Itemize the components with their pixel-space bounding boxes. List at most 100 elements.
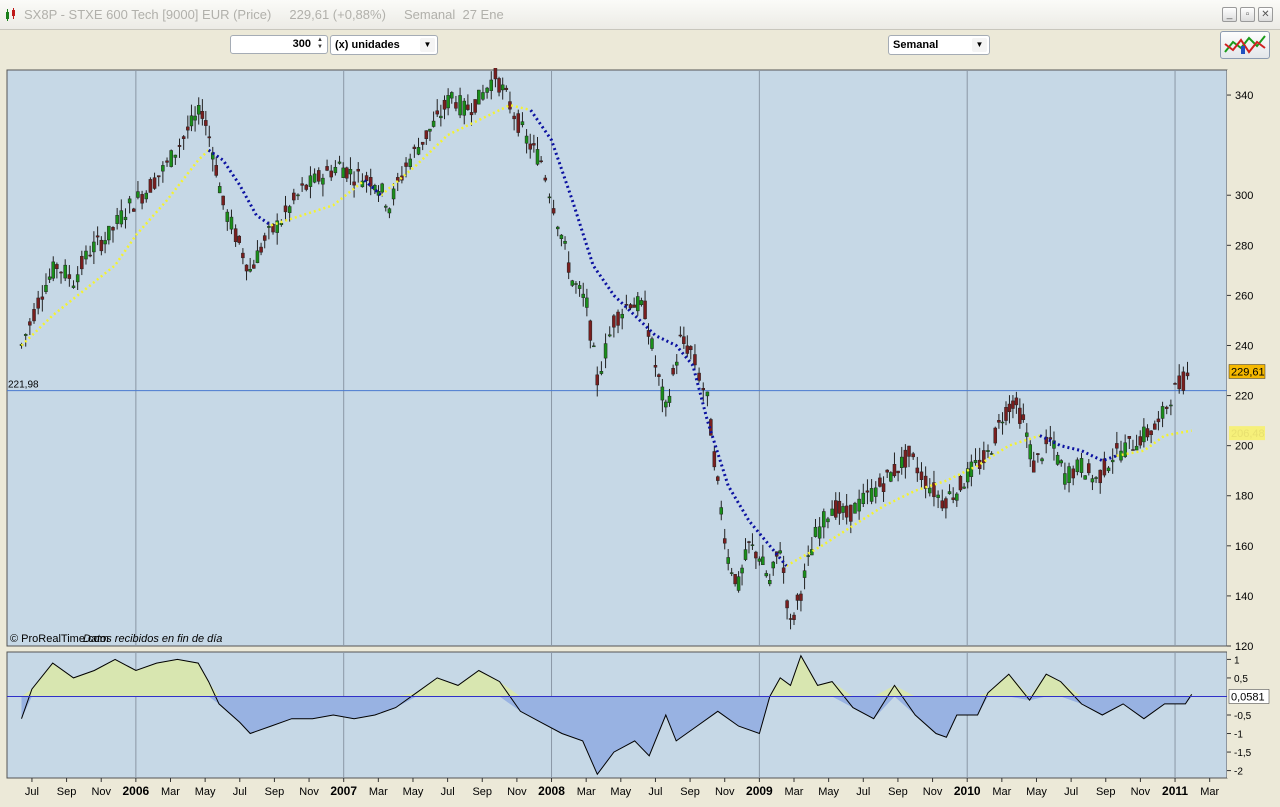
candle: [781, 567, 786, 573]
candle: [252, 264, 256, 269]
quantity-spinner[interactable]: ▲ ▼: [317, 37, 323, 50]
candle: [697, 372, 701, 381]
candle: [1014, 397, 1019, 406]
candle: [539, 160, 543, 163]
candle: [822, 511, 826, 528]
candle: [973, 460, 978, 464]
candle: [1134, 445, 1139, 451]
candle: [123, 216, 128, 221]
x-axis-label: Jul: [25, 786, 39, 798]
candle: [965, 468, 970, 483]
candle: [1131, 449, 1135, 451]
candle: [701, 388, 706, 391]
toolbar: 300 ▲ ▼ (x) unidades ▼ Semanal ▼: [0, 30, 1280, 66]
candle: [333, 166, 338, 174]
candle: [504, 87, 509, 90]
minimize-button[interactable]: _: [1222, 7, 1237, 22]
candle: [556, 226, 560, 230]
candle: [152, 177, 157, 189]
y-axis-label: 140: [1235, 591, 1253, 603]
candle: [757, 558, 762, 562]
candle: [682, 336, 686, 344]
x-axis-label: Nov: [91, 786, 111, 798]
candle: [508, 101, 512, 110]
oscillator-line: [21, 654, 1193, 776]
candle: [368, 177, 373, 187]
candle: [416, 147, 421, 155]
x-axis-label: Mar: [577, 786, 596, 798]
period-select[interactable]: Semanal ▼: [888, 35, 990, 55]
candle: [473, 99, 477, 113]
candle: [768, 580, 772, 585]
candle: [532, 143, 536, 146]
candle: [643, 300, 647, 320]
candle: [899, 456, 904, 468]
candle: [275, 220, 279, 233]
candle: [716, 476, 720, 481]
period-select-value: Semanal: [893, 39, 939, 51]
candle: [337, 161, 342, 164]
x-axis-label: Nov: [923, 786, 943, 798]
candle: [813, 526, 818, 537]
close-button[interactable]: ✕: [1258, 7, 1273, 22]
candle: [352, 181, 356, 186]
moving-average-yellow: [270, 179, 366, 227]
restore-button[interactable]: ▫: [1240, 7, 1255, 22]
x-axis-label: Mar: [992, 786, 1011, 798]
candle: [551, 208, 556, 214]
quantity-value: 300: [292, 38, 311, 50]
candle: [165, 160, 169, 163]
x-axis-label: 2007: [330, 784, 357, 798]
candle: [1160, 406, 1165, 419]
chart-area[interactable]: Jul Sep Nov 2006 Mar May Jul Sep Nov 2007 Mar May Ju…: [5, 54, 1275, 804]
candle: [51, 261, 55, 279]
quantity-input[interactable]: 300 ▲ ▼: [230, 35, 328, 54]
candle: [67, 274, 72, 279]
x-axis-label: Sep: [472, 786, 492, 798]
candle: [1036, 453, 1040, 455]
candle: [1094, 477, 1098, 479]
candle: [664, 401, 668, 408]
candle: [356, 168, 360, 172]
candle: [1185, 372, 1190, 377]
candle: [861, 492, 866, 505]
candle: [616, 311, 620, 326]
candle: [1028, 444, 1032, 460]
candle: [1025, 432, 1029, 437]
candle: [341, 167, 345, 178]
candle: [896, 470, 900, 474]
candle: [292, 192, 296, 201]
candle: [329, 170, 333, 178]
price-chart[interactable]: Jul Sep Nov 2006 Mar May Jul Sep Nov 2007 Mar May Ju…: [5, 54, 1275, 804]
title-bar: SX8P - STXE 600 Tech [9000] EUR (Price) …: [0, 0, 1280, 30]
y-axis-label: 220: [1235, 391, 1253, 403]
candle: [431, 120, 436, 127]
watermark: © ProRealTime.com: [10, 633, 109, 645]
candle: [47, 276, 52, 280]
candle: [161, 165, 165, 172]
candle: [477, 89, 481, 105]
candle: [792, 614, 796, 620]
candle: [217, 186, 222, 194]
candle: [951, 497, 955, 500]
candle: [80, 255, 84, 270]
candle: [712, 451, 717, 468]
candle: [919, 471, 924, 480]
candle: [889, 472, 893, 482]
last-price-badge: [1228, 364, 1266, 379]
x-axis-label: Nov: [299, 786, 319, 798]
candle: [1181, 371, 1186, 391]
candle: [404, 162, 408, 167]
x-axis-label: Sep: [680, 786, 700, 798]
candle: [127, 198, 132, 204]
candle: [204, 120, 208, 126]
candle: [95, 235, 100, 238]
x-axis-label: Jul: [648, 786, 662, 798]
candle: [1138, 436, 1142, 446]
unit-select[interactable]: (x) unidades ▼: [330, 35, 438, 55]
candle: [207, 136, 212, 139]
candle: [689, 346, 693, 351]
chart-settings-button[interactable]: [1220, 31, 1270, 59]
candle: [1153, 423, 1157, 430]
candle: [489, 79, 494, 91]
